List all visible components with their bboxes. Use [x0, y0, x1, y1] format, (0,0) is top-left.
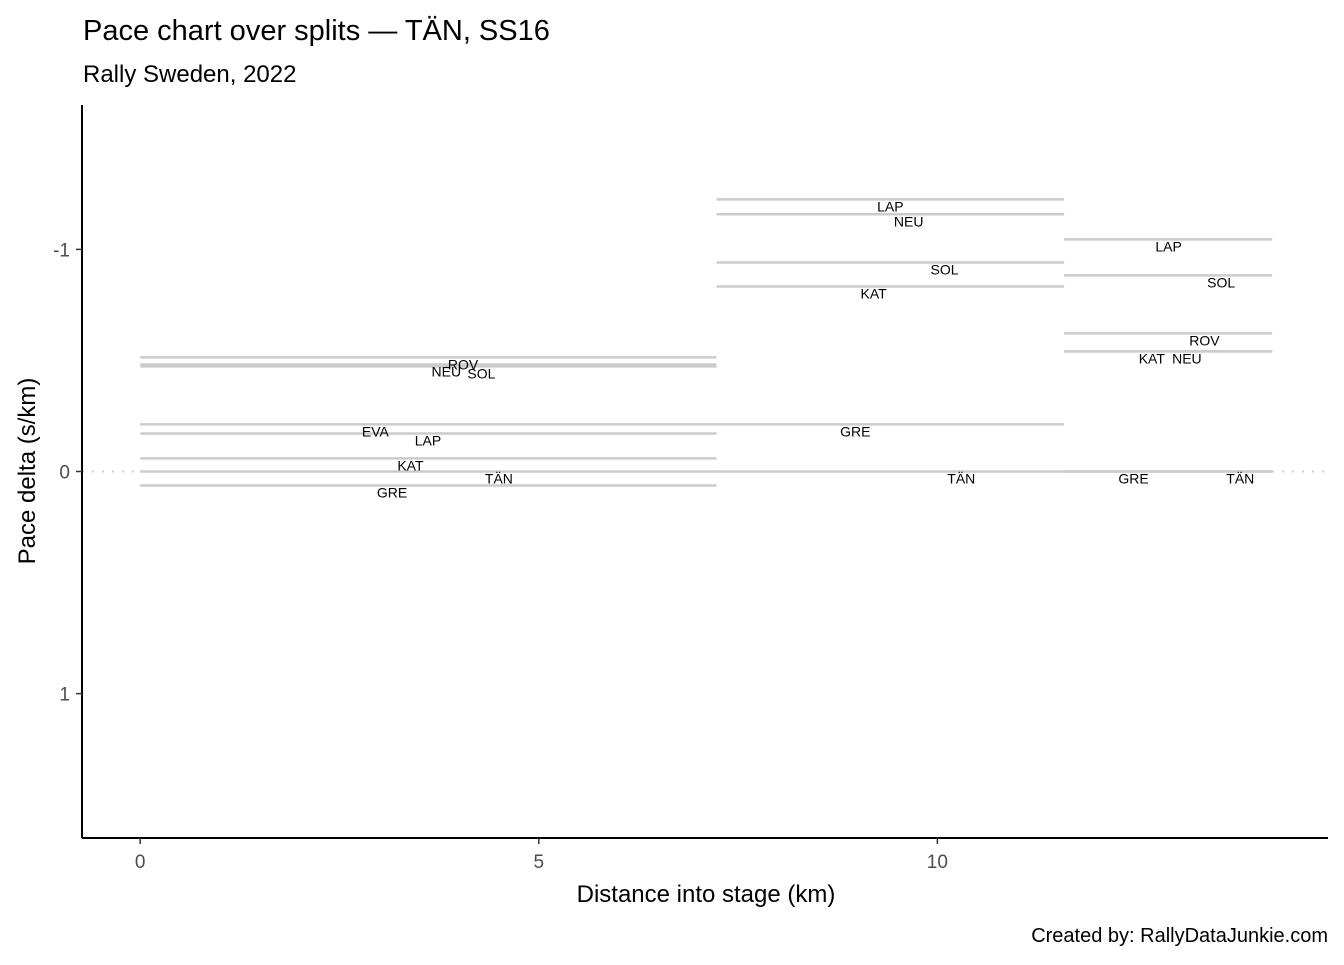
data-label-sol-split1: SOL	[467, 365, 495, 381]
y-tick-label: 0	[59, 463, 70, 484]
y-tick-label: 1	[59, 685, 70, 706]
x-tick-label: 5	[533, 852, 544, 873]
data-label-neu-split1: NEU	[432, 363, 462, 379]
data-label-lap-split1: LAP	[415, 433, 441, 449]
x-tick-label: 0	[135, 852, 146, 873]
x-axis-label: Distance into stage (km)	[577, 881, 836, 908]
data-label-gre-split2: GRE	[840, 423, 870, 439]
data-label-tän-split1: TÄN	[485, 471, 513, 487]
caption: Created by: RallyDataJunkie.com	[1031, 925, 1328, 947]
data-label-kat-split1: KAT	[397, 457, 424, 473]
data-label-tän-split3: TÄN	[1226, 471, 1254, 487]
data-label-tän-split2: TÄN	[947, 471, 975, 487]
data-label-rov-split1: ROV	[448, 356, 479, 372]
data-label-neu-split3: NEU	[1172, 350, 1202, 366]
chart-subtitle: Rally Sweden, 2022	[83, 61, 296, 88]
data-label-gre-split3: GRE	[1118, 471, 1148, 487]
data-label-sol-split3: SOL	[1207, 274, 1235, 290]
data-label-kat-split2: KAT	[861, 285, 888, 301]
data-label-kat-split3: KAT	[1139, 350, 1166, 366]
data-label-eva-split1: EVA	[362, 423, 390, 439]
y-axis-label: Pace delta (s/km)	[14, 378, 41, 565]
data-label-sol-split2: SOL	[931, 261, 959, 277]
data-label-neu-split2: NEU	[894, 213, 924, 229]
data-label-rov-split3: ROV	[1189, 332, 1220, 348]
chart-title: Pace chart over splits — TÄN, SS16	[83, 15, 550, 47]
y-tick-label: -1	[53, 240, 70, 261]
x-tick-label: 10	[927, 852, 948, 873]
data-label-lap-split3: LAP	[1155, 238, 1181, 254]
data-label-lap-split2: LAP	[877, 198, 903, 214]
data-label-gre-split1: GRE	[377, 484, 407, 500]
